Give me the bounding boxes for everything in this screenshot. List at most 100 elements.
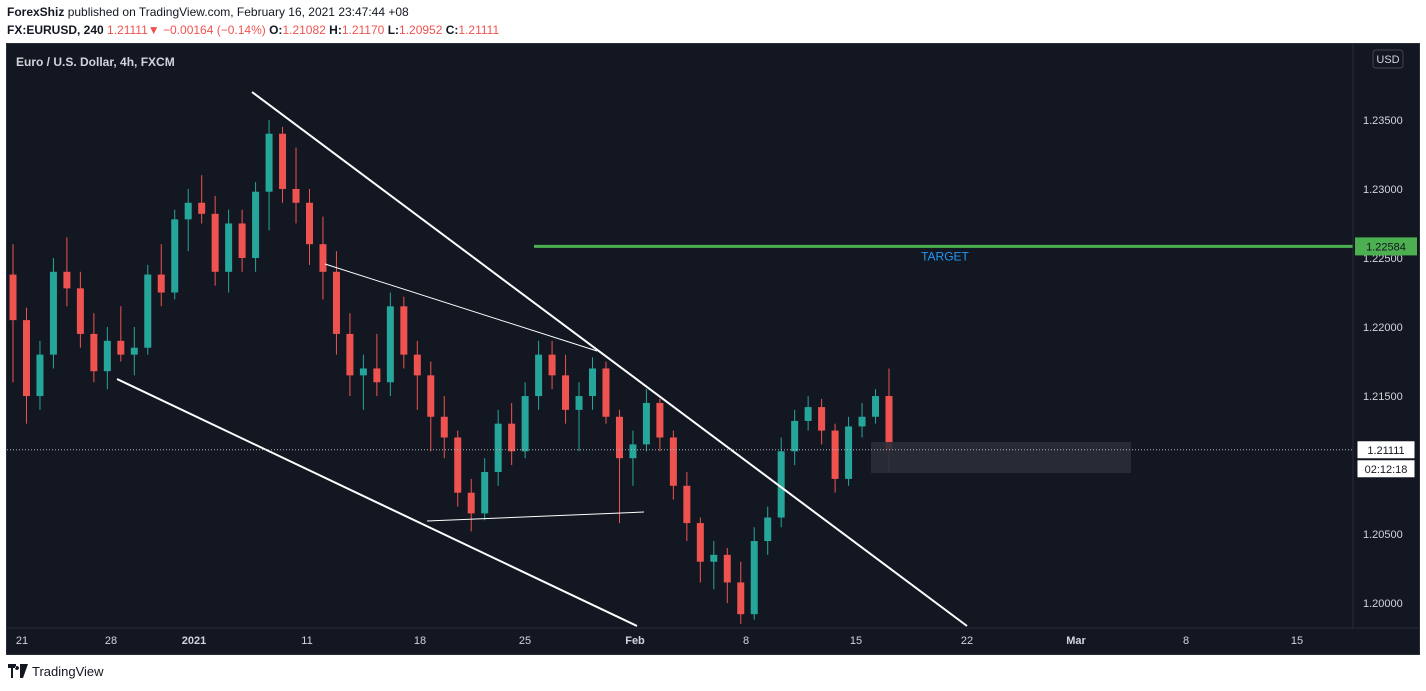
candle-56[interactable] — [764, 506, 772, 555]
candle-body-0 — [9, 274, 17, 321]
candle-61[interactable] — [831, 423, 839, 493]
candle-body-15 — [211, 213, 219, 272]
candle-34[interactable] — [467, 478, 475, 532]
candle-14[interactable] — [198, 175, 206, 224]
candle-31[interactable] — [427, 361, 435, 452]
candle-23[interactable] — [319, 216, 327, 300]
wedge-upper-line[interactable] — [324, 263, 598, 352]
time-axis[interactable]: 21 28 2021 11 18 25 Feb 8 15 22 Mar 8 15 — [16, 635, 1303, 647]
candle-20[interactable] — [279, 126, 287, 203]
candle-29[interactable] — [400, 296, 408, 369]
candle-51[interactable] — [696, 517, 704, 583]
candle-1[interactable] — [22, 307, 30, 424]
candle-10[interactable] — [144, 264, 152, 355]
candle-52[interactable] — [710, 541, 718, 590]
candle-59[interactable] — [804, 396, 812, 431]
price-axis[interactable]: 1.235001.230001.225001.220001.215001.210… — [1363, 115, 1403, 610]
candle-body-12 — [171, 219, 179, 293]
candle-body-10 — [144, 274, 152, 348]
support-zone[interactable] — [871, 442, 1131, 473]
candle-18[interactable] — [252, 182, 260, 272]
candle-55[interactable] — [750, 527, 758, 620]
candle-body-14 — [198, 202, 206, 214]
candle-37[interactable] — [508, 402, 516, 466]
price-tick-4: 1.21500 — [1363, 391, 1403, 403]
candle-8[interactable] — [117, 306, 125, 362]
candle-body-25 — [346, 333, 354, 376]
candle-17[interactable] — [238, 209, 246, 272]
candle-60[interactable] — [818, 398, 826, 445]
candle-body-17 — [238, 223, 246, 258]
candle-11[interactable] — [157, 244, 165, 307]
candle-22[interactable] — [305, 188, 313, 265]
candle-13[interactable] — [184, 188, 192, 252]
candle-27[interactable] — [373, 333, 381, 397]
candle-42[interactable] — [575, 382, 583, 452]
candle-41[interactable] — [562, 354, 570, 424]
candle-47[interactable] — [642, 389, 650, 452]
candle-33[interactable] — [454, 430, 462, 507]
candle-39[interactable] — [535, 340, 543, 410]
candle-36[interactable] — [494, 409, 502, 486]
candle-12[interactable] — [171, 209, 179, 300]
candle-body-21 — [292, 188, 300, 203]
candle-32[interactable] — [440, 396, 448, 459]
candle-6[interactable] — [90, 313, 98, 383]
candle-58[interactable] — [791, 409, 799, 466]
candle-50[interactable] — [683, 471, 691, 542]
currency-badge[interactable]: USD — [1376, 54, 1399, 66]
author-name[interactable]: ForexShiz — [7, 5, 65, 19]
candle-49[interactable] — [669, 430, 677, 500]
candle-35[interactable] — [481, 458, 489, 521]
symbol-label: FX:EURUSD, 240 — [7, 23, 104, 37]
candle-3[interactable] — [49, 257, 57, 369]
tradingview-logo[interactable]: TradingView — [8, 664, 104, 679]
candle-26[interactable] — [359, 354, 367, 410]
price-chart[interactable]: TARGET Euro / U.S. Dollar, 4h, FXCM USD … — [7, 44, 1419, 654]
candle-body-50 — [683, 485, 691, 524]
candle-2[interactable] — [36, 340, 44, 410]
candle-57[interactable] — [777, 437, 785, 528]
lower-trend-line[interactable] — [116, 378, 638, 627]
chart-container[interactable]: TARGET Euro / U.S. Dollar, 4h, FXCM USD … — [6, 43, 1420, 655]
candle-5[interactable] — [76, 271, 84, 348]
candle-48[interactable] — [656, 398, 664, 452]
candle-44[interactable] — [602, 361, 610, 424]
candle-53[interactable] — [723, 547, 731, 604]
candle-19[interactable] — [265, 119, 273, 231]
candle-16[interactable] — [225, 209, 233, 293]
candle-4[interactable] — [63, 237, 71, 307]
candle-63[interactable] — [858, 402, 866, 438]
candle-25[interactable] — [346, 313, 354, 397]
candle-46[interactable] — [629, 430, 637, 486]
candle-28[interactable] — [386, 292, 394, 397]
time-tick-4: 18 — [414, 635, 426, 647]
candle-21[interactable] — [292, 147, 300, 224]
tradingview-brand: TradingView — [32, 664, 104, 679]
candle-9[interactable] — [130, 327, 138, 376]
candle-body-62 — [845, 426, 853, 479]
upper-trend-line[interactable] — [251, 91, 968, 627]
candle-45[interactable] — [615, 409, 623, 524]
candle-40[interactable] — [548, 340, 556, 390]
candle-15[interactable] — [211, 195, 219, 286]
candle-24[interactable] — [332, 251, 340, 355]
candle-7[interactable] — [103, 327, 111, 390]
price-tick-2: 1.22500 — [1363, 253, 1403, 265]
target-badge-box — [1355, 237, 1417, 256]
currency-badge-box[interactable] — [1372, 49, 1404, 69]
candle-body-65 — [885, 396, 893, 450]
candle-43[interactable] — [589, 357, 597, 410]
candle-body-32 — [440, 416, 448, 438]
candle-38[interactable] — [521, 382, 529, 459]
price-badges: 1.22584 1.21111 02:12:18 — [1355, 237, 1417, 479]
candle-62[interactable] — [845, 416, 853, 486]
wedge-lower-line[interactable] — [426, 511, 645, 522]
price-tick-3: 1.22000 — [1363, 322, 1403, 334]
candle-0[interactable] — [9, 244, 17, 383]
candle-54[interactable] — [737, 561, 745, 624]
candle-body-46 — [629, 444, 637, 459]
candle-64[interactable] — [872, 389, 880, 424]
candle-body-34 — [467, 492, 475, 514]
candle-30[interactable] — [413, 340, 421, 410]
